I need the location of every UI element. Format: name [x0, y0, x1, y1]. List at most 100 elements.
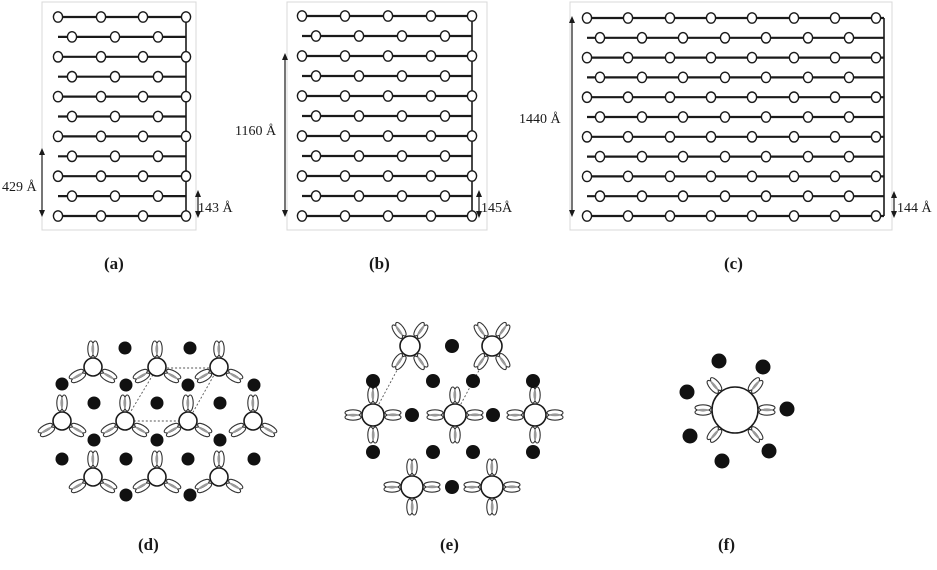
bead-marker [52, 130, 64, 143]
bead-marker [594, 71, 606, 84]
counter-ion [87, 433, 101, 447]
column-core [480, 475, 504, 499]
side-group-shade [135, 426, 146, 434]
side-group [194, 368, 213, 384]
column-core [243, 411, 263, 431]
bead-marker [466, 130, 478, 142]
bead-marker [677, 150, 689, 163]
bead-marker [870, 51, 882, 64]
counter-ion [679, 384, 695, 400]
side-group-shade [167, 372, 178, 380]
counter-ion [55, 452, 69, 466]
counter-ion [445, 339, 459, 353]
column-core [400, 475, 424, 499]
side-group-shade [499, 325, 507, 336]
side-group-shade [136, 372, 147, 380]
side-group-shade [469, 413, 481, 417]
bead-marker [382, 170, 394, 182]
bead-marker [594, 31, 606, 44]
side-group [426, 409, 444, 421]
side-group-shade [155, 343, 159, 355]
counter-ion [366, 374, 380, 388]
bead-marker [466, 50, 478, 62]
bead-marker [802, 71, 814, 84]
bead-marker [788, 210, 800, 222]
counter-ion [213, 433, 227, 447]
side-group [132, 478, 151, 494]
side-group-shade [263, 426, 274, 434]
side-group-shade [386, 485, 398, 489]
bead-marker [180, 170, 192, 183]
panel-label-f: (f) [718, 535, 735, 554]
counter-ion [119, 488, 133, 502]
bead-marker [581, 170, 593, 183]
bead-marker [843, 150, 855, 163]
bead-marker [52, 90, 64, 103]
side-group-shade [549, 413, 561, 417]
bead-marker [180, 210, 192, 222]
side-group [495, 321, 511, 340]
bead-marker [622, 210, 634, 222]
column-core [83, 467, 103, 487]
dimension-label-c-total: 1440 Å [519, 111, 562, 127]
bead-marker [439, 30, 451, 42]
bead-marker [296, 170, 308, 182]
side-group [99, 368, 118, 384]
bead-marker [760, 71, 772, 84]
bead-marker [310, 110, 322, 122]
side-group-shade [761, 408, 773, 412]
bead-marker [396, 150, 408, 162]
side-group-shade [72, 426, 83, 434]
side-group-shade [371, 429, 375, 441]
bead-marker [396, 190, 408, 202]
counter-ion [466, 445, 480, 459]
lamellar-stack-b [296, 10, 478, 222]
side-group [506, 409, 524, 421]
bead-marker [829, 51, 841, 64]
side-group [99, 478, 118, 494]
bead-marker [310, 30, 322, 42]
side-group-shade [710, 380, 719, 391]
side-group-shade [167, 426, 178, 434]
bead-marker [425, 170, 437, 182]
dimension-c-period: 144 Å [891, 191, 933, 218]
bead-marker [425, 130, 437, 142]
side-group-shade [72, 482, 83, 490]
column-core [523, 403, 547, 427]
bead-marker [829, 12, 841, 24]
side-group-shade [155, 453, 159, 465]
side-group [391, 352, 407, 371]
bead-marker [829, 91, 841, 104]
side-group [747, 426, 764, 443]
dimension-a-total: 429 Å [2, 148, 45, 217]
side-group [68, 478, 87, 494]
bead-marker [339, 130, 351, 142]
bead-marker [396, 110, 408, 122]
bead-marker [353, 70, 365, 82]
bead-marker [137, 130, 149, 143]
bead-marker [870, 170, 882, 183]
bead-marker [760, 190, 772, 203]
side-group-shade [429, 413, 441, 417]
side-group [466, 409, 484, 421]
side-group [423, 481, 441, 493]
bead-marker [310, 150, 322, 162]
counter-ion [87, 396, 101, 410]
bead-marker [296, 210, 308, 222]
bead-marker [746, 210, 758, 222]
bead-marker [622, 12, 634, 24]
side-group-shade [710, 429, 719, 440]
panel-c-frame [569, 1, 893, 231]
bead-marker [705, 130, 717, 143]
bead-marker [594, 150, 606, 163]
bead-marker [52, 210, 64, 222]
panel-label-c: (c) [724, 254, 743, 273]
bead-marker [594, 190, 606, 203]
bead-marker [705, 210, 717, 222]
bead-marker [353, 110, 365, 122]
bead-marker [95, 170, 107, 183]
side-group-shade [453, 429, 457, 441]
side-group [194, 422, 213, 438]
bead-marker [719, 111, 731, 123]
